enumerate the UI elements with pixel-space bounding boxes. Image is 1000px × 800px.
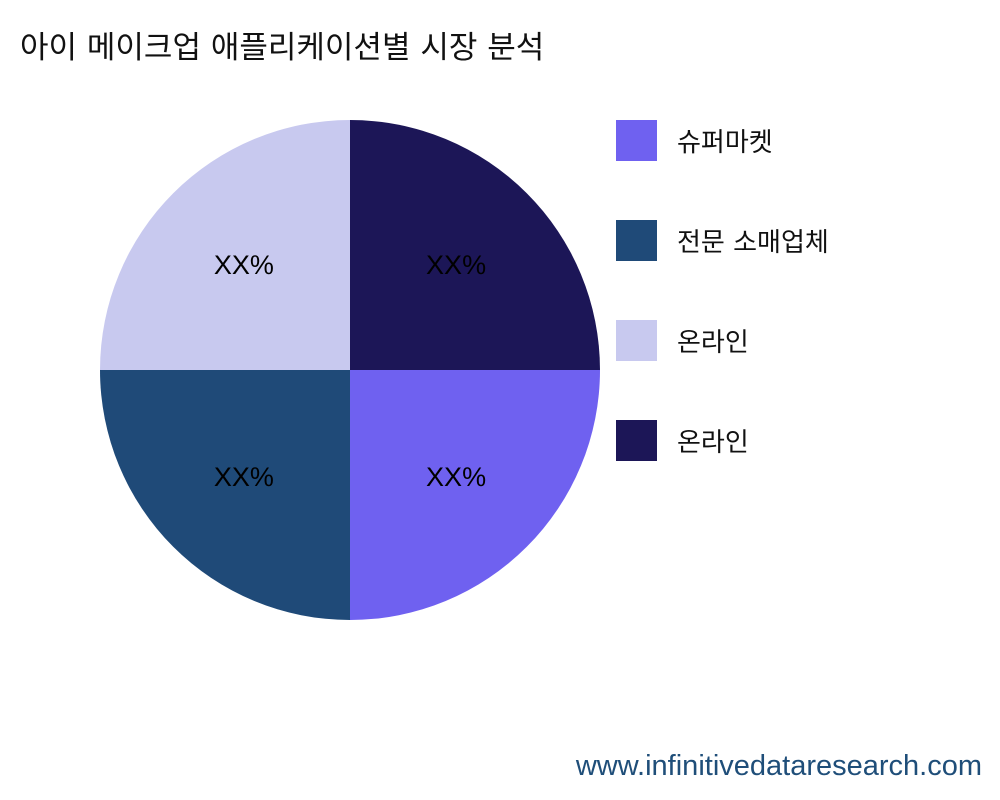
legend-swatch: [616, 219, 657, 261]
pie-slice: [100, 370, 350, 620]
legend-item: 온라인: [616, 319, 749, 361]
legend-item: 슈퍼마켓: [616, 119, 773, 161]
legend-label: 전문 소매업체: [677, 227, 829, 258]
watermark: www.infinitivedataresearch.com: [575, 750, 982, 782]
legend-label: 온라인: [677, 327, 749, 358]
pie-slice: [350, 120, 600, 370]
data-label: XX%: [426, 250, 486, 280]
legend-swatch: [616, 319, 657, 361]
legend-swatch: [616, 119, 657, 161]
legend-label: 슈퍼마켓: [677, 127, 773, 158]
data-label: XX%: [426, 462, 486, 492]
data-label: XX%: [214, 462, 274, 492]
pie-slice: [100, 120, 350, 370]
legend-swatch: [616, 419, 657, 461]
legend-label: 온라인: [677, 427, 749, 458]
chart-title: 아이 메이크업 애플리케이션별 시장 분석: [20, 30, 545, 66]
data-label: XX%: [214, 250, 274, 280]
pie-slice: [350, 370, 600, 620]
legend-item: 전문 소매업체: [616, 219, 829, 261]
legend-item: 온라인: [616, 419, 749, 461]
